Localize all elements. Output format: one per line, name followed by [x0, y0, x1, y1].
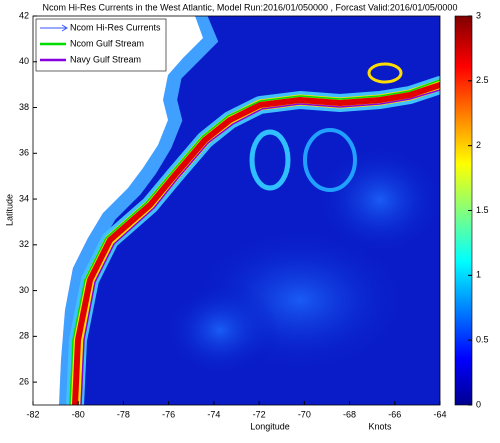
legend-label: Navy Gulf Stream	[70, 54, 141, 64]
map-title: Ncom Hi-Res Currents in the West Atlanti…	[43, 2, 458, 12]
colorbar-tick-label: 0	[476, 399, 481, 409]
y-axis-label: Latitude	[4, 194, 14, 226]
eddy-ring	[249, 129, 291, 191]
y-tick-label: 30	[19, 285, 29, 295]
x-tick-label: -64	[433, 409, 446, 419]
y-tick-label: 36	[19, 148, 29, 158]
colorbar-tick-label: 0.5	[476, 335, 489, 345]
colorbar-tick-label: 1.5	[476, 205, 489, 215]
legend-label: Ncom Hi-Res Currents	[70, 22, 161, 32]
gulf-stream	[66, 76, 440, 405]
colorbar-label: Knots	[368, 421, 392, 431]
x-tick-label: -68	[343, 409, 356, 419]
x-tick-label: -74	[207, 409, 220, 419]
x-tick-label: -82	[26, 409, 39, 419]
plot-frame	[32, 15, 441, 406]
eddy-ring	[303, 128, 357, 192]
y-tick-label: 38	[19, 102, 29, 112]
legend: Ncom Hi-Res Currents Ncom Gulf Stream Navy…	[35, 18, 167, 72]
y-tick-label: 32	[19, 239, 29, 249]
colorbar-tick-label: 3	[476, 10, 481, 20]
x-tick-label: -80	[72, 409, 85, 419]
x-tick-label: -66	[388, 409, 401, 419]
x-tick-label: -78	[117, 409, 130, 419]
x-axis-label: Longitude	[250, 421, 290, 431]
y-tick-label: 26	[19, 376, 29, 386]
y-tick-label: 40	[19, 56, 29, 66]
current-field	[33, 16, 440, 405]
y-tick-label: 34	[19, 193, 29, 203]
land	[33, 16, 203, 405]
eddy	[160, 280, 280, 380]
eddy-ring	[367, 62, 403, 84]
x-tick-label: -76	[162, 409, 175, 419]
x-tick-label: -70	[298, 409, 311, 419]
legend-arrow	[61, 24, 68, 32]
y-tick-label: 28	[19, 331, 29, 341]
colorbar-tick-label: 2	[476, 140, 481, 150]
x-tick-label: -72	[253, 409, 266, 419]
colorbar-tick-label: 2.5	[476, 75, 489, 85]
colorbar-tick-label: 1	[476, 270, 481, 280]
legend-label: Ncom Gulf Stream	[70, 38, 144, 48]
eddy	[310, 140, 440, 260]
y-tick-label: 42	[19, 10, 29, 20]
